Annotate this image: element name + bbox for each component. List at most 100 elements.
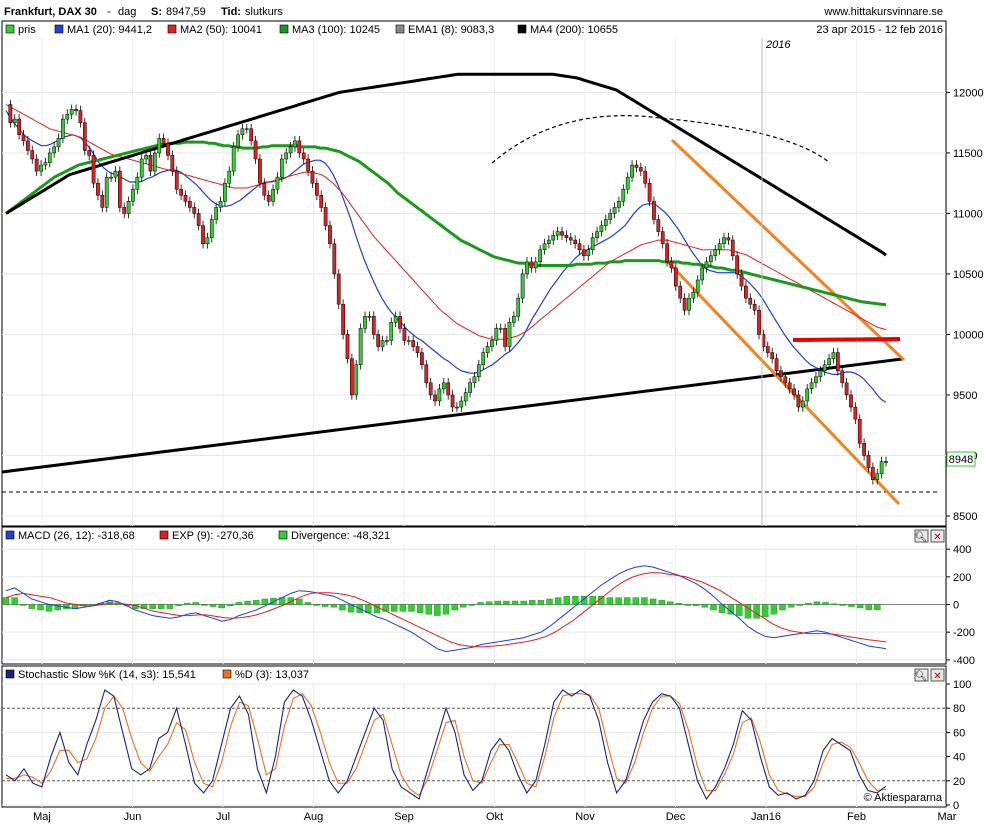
candle-body [835,352,840,372]
legend-swatch [5,669,15,679]
candle-body [78,110,83,123]
candle-body [507,322,512,347]
divergence-bar [227,604,234,607]
candle-body [533,261,538,269]
candle-body [603,219,608,226]
candle-body [730,239,735,257]
divergence-bar [20,604,27,606]
y-tick-label: 400 [953,544,971,556]
candle-body [310,170,315,184]
divergence-bar [675,602,683,605]
candle-body [47,152,52,163]
divergence-bar [477,602,484,605]
candle-body [713,249,718,257]
divergence-bar [313,604,320,606]
candle-body [849,394,853,408]
macd-panel-buttons: 🔍︎ ✕ [914,529,945,543]
y-tick-label: 9500 [953,390,977,402]
divergence-bar [2,597,10,605]
candle-body [547,239,551,244]
y-tick-label: 11500 [953,148,983,160]
divergence-bar [787,604,795,608]
candle-body [814,376,818,384]
candle-body [139,158,144,178]
candle-body [131,189,135,202]
candle-body [244,128,249,130]
tid-label: Tid: [221,6,241,18]
candle-body [687,297,691,311]
close-icon: ✕ [933,671,941,682]
period-separator: - [107,6,111,18]
candle-body [455,406,459,409]
candle-body [262,182,267,196]
divergence-bar [813,601,821,605]
candle-body [494,328,499,341]
macd-y-axis: 400 200 0 -200 -400 [946,544,975,667]
s-label: S: [151,6,162,18]
y-tick-label: 20 [953,776,965,788]
candle-body [770,352,775,359]
candle-body [446,382,451,396]
divergence-bar [770,604,778,615]
divergence-bar [416,604,424,614]
candle-body [560,231,564,236]
candle-body [214,207,218,220]
macd-series-line [5,565,887,653]
candle-body [161,138,166,144]
candle-body [192,207,197,214]
candle-body [100,195,105,208]
candle-body [424,364,429,384]
divergence-bar [615,597,622,605]
macd-close-button[interactable] [930,529,945,543]
divergence-bar [529,600,536,605]
divergence-bar [839,604,847,606]
x-tick-label: Sep [394,811,414,823]
candle-body [520,273,525,299]
candle-body [389,322,394,341]
candle-body [336,273,341,305]
stoch-zoom-button[interactable] [914,668,929,682]
candle-body [249,128,254,142]
candle-body [568,237,573,241]
candle-body [179,189,183,196]
divergence-bar [296,598,303,605]
candle-body [157,138,162,154]
candle-body [476,364,481,378]
candle-body [415,346,420,353]
candle-body [459,400,464,408]
divergence-bar [606,597,614,605]
candle-body [196,213,201,226]
divergence-bar [442,604,450,615]
candle-body [660,231,665,244]
tid-value: slutkurs [245,6,283,18]
copyright-icon: © [864,792,875,804]
y-tick-label: 200 [953,572,971,584]
divergence-bar [45,604,53,612]
divergence-bar [209,604,217,607]
candle-body [323,207,328,226]
candle-body [827,358,831,365]
chart-header: Frankfurt, DAX 30 - dag S: 8947,59 Tid: … [4,6,943,18]
candle-body [135,176,140,190]
divergence-bar [658,600,665,605]
candle-body [656,219,661,232]
candle-body [223,182,227,202]
candle-body [774,358,779,371]
divergence-bar [468,604,476,606]
y-tick-label: 8500 [953,511,977,523]
divergence-bar [736,604,743,616]
s-value: 8947,59 [166,6,206,18]
legend-label: MA3 (100): 10245 [292,24,380,36]
last-price-tag: 8948 [946,451,976,467]
x-tick-label: Mar [938,811,957,823]
candle-body [735,255,739,275]
candle-body [590,237,595,250]
candle-body [844,382,849,396]
candle-body [691,291,696,299]
candle-body [188,201,192,208]
macd-zoom-button[interactable] [914,529,929,543]
divergence-bar [511,600,519,605]
candle-body [96,182,100,196]
stoch-close-button[interactable] [930,668,945,682]
candle-body [582,249,586,257]
